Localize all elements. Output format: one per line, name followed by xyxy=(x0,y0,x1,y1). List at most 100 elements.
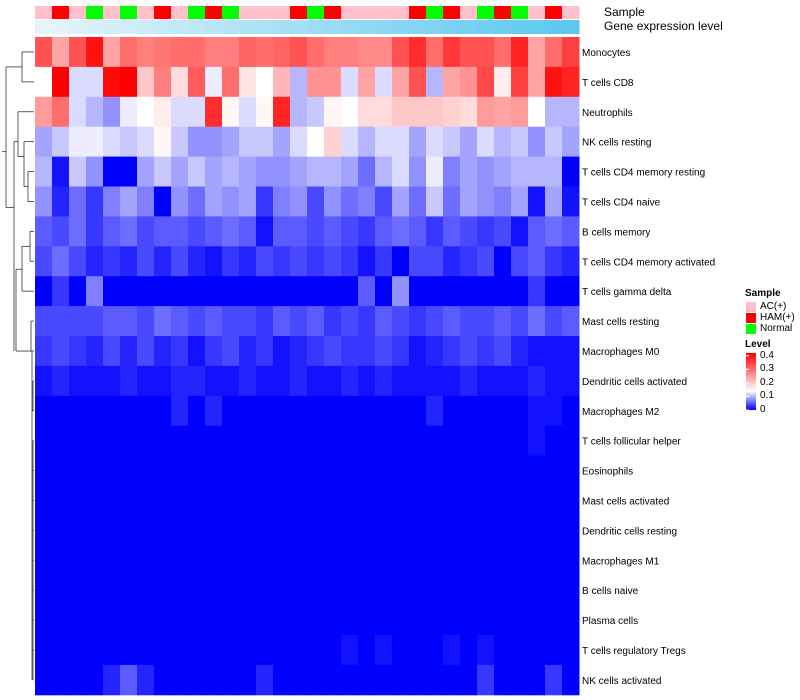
heatmap-cell xyxy=(35,276,53,307)
heatmap-cell xyxy=(460,605,478,636)
heatmap-cell xyxy=(256,126,274,158)
heatmap-cell xyxy=(154,635,172,666)
heatmap-cell xyxy=(358,365,376,397)
heatmap-cell xyxy=(120,575,138,606)
heatmap-cell xyxy=(426,664,444,696)
sample-annotation-label: Sample xyxy=(604,5,645,19)
sample-annotation-cell xyxy=(35,6,53,19)
heatmap-cell xyxy=(511,575,529,606)
heatmap-cell xyxy=(358,96,376,128)
heatmap-cell xyxy=(86,156,104,187)
heatmap-cell xyxy=(324,37,342,68)
gene-expression-annotation-cell xyxy=(307,20,325,34)
sample-annotation-cell xyxy=(443,6,461,19)
heatmap-cell xyxy=(324,306,342,337)
heatmap-cell xyxy=(290,664,308,696)
gene-expression-annotation-cell xyxy=(426,20,444,34)
heatmap-cell xyxy=(392,186,410,217)
heatmap-cell xyxy=(103,156,121,187)
heatmap-cell xyxy=(52,515,70,546)
heatmap-cell xyxy=(239,186,257,217)
heatmap-cell xyxy=(35,96,53,128)
heatmap-cell xyxy=(460,336,478,367)
heatmap-cell xyxy=(239,664,257,696)
heatmap-cell xyxy=(511,455,529,486)
heatmap-cell xyxy=(239,37,257,68)
heatmap-cell xyxy=(52,605,70,636)
heatmap-cell xyxy=(545,96,563,128)
heatmap-cell xyxy=(222,545,240,576)
heatmap-cell xyxy=(52,186,70,217)
heatmap-cell xyxy=(205,216,223,247)
heatmap-cell xyxy=(409,156,427,187)
gene-expression-annotation-cell xyxy=(290,20,308,34)
heatmap-cell xyxy=(307,545,325,576)
heatmap-cell xyxy=(392,216,410,247)
heatmap-cell xyxy=(273,425,291,457)
heatmap-cell xyxy=(290,126,308,158)
sample-legend-label-normal: Normal xyxy=(760,323,793,334)
heatmap-cell xyxy=(392,455,410,486)
heatmap-cell xyxy=(511,126,529,158)
heatmap-cell xyxy=(409,37,427,68)
heatmap-cell xyxy=(154,156,172,187)
heatmap-cell xyxy=(562,635,580,666)
heatmap-cell xyxy=(154,395,172,427)
heatmap-cell xyxy=(375,37,393,68)
heatmap-cell xyxy=(103,545,121,576)
heatmap-cell xyxy=(137,365,155,397)
gene-expression-annotation-cell xyxy=(103,20,121,34)
row-label: T cells gamma delta xyxy=(582,287,672,298)
heatmap-cell xyxy=(494,216,512,247)
level-legend-tick-label: 0.4 xyxy=(760,349,774,361)
heatmap-cell xyxy=(562,336,580,367)
heatmap-cell xyxy=(477,186,495,217)
heatmap-cell xyxy=(545,37,563,68)
heatmap-cell xyxy=(35,126,53,158)
heatmap-cell xyxy=(443,365,461,397)
heatmap-cell xyxy=(154,545,172,576)
heatmap-cell xyxy=(307,365,325,397)
heatmap-cell xyxy=(256,365,274,397)
heatmap-cell xyxy=(69,605,87,636)
heatmap-cell xyxy=(341,605,359,636)
sample-annotation-cell xyxy=(290,6,308,19)
heatmap-cells xyxy=(35,37,580,696)
heatmap-cell xyxy=(222,425,240,457)
heatmap-cell xyxy=(171,276,189,307)
heatmap-cell xyxy=(409,605,427,636)
heatmap-cell xyxy=(273,545,291,576)
heatmap-cell xyxy=(477,276,495,307)
heatmap-cell xyxy=(528,216,546,247)
heatmap-cell xyxy=(273,186,291,217)
heatmap-cell xyxy=(188,276,206,307)
heatmap-cell xyxy=(392,485,410,516)
heatmap-cell xyxy=(205,126,223,158)
heatmap-cell xyxy=(477,635,495,666)
heatmap-cell xyxy=(477,365,495,397)
heatmap-cell xyxy=(426,485,444,516)
heatmap-cell xyxy=(460,395,478,427)
sample-annotation-cell xyxy=(528,6,546,19)
heatmap-cell xyxy=(460,455,478,486)
sample-annotation-cell xyxy=(375,6,393,19)
heatmap-cell xyxy=(324,575,342,606)
heatmap-cell xyxy=(35,156,53,187)
heatmap-cell xyxy=(103,246,121,277)
heatmap-cell xyxy=(324,365,342,397)
heatmap-cell xyxy=(324,156,342,187)
heatmap-cell xyxy=(69,156,87,187)
heatmap-cell xyxy=(137,126,155,158)
heatmap-cell xyxy=(545,216,563,247)
heatmap-cell xyxy=(528,365,546,397)
heatmap-cell xyxy=(358,425,376,457)
heatmap-cell xyxy=(290,156,308,187)
heatmap-cell xyxy=(205,635,223,666)
heatmap-cell xyxy=(494,66,512,98)
heatmap-cell xyxy=(511,605,529,636)
heatmap-cell xyxy=(290,216,308,247)
heatmap-cell xyxy=(137,276,155,307)
heatmap-cell xyxy=(35,365,53,397)
heatmap-cell xyxy=(494,365,512,397)
heatmap-cell xyxy=(69,336,87,367)
